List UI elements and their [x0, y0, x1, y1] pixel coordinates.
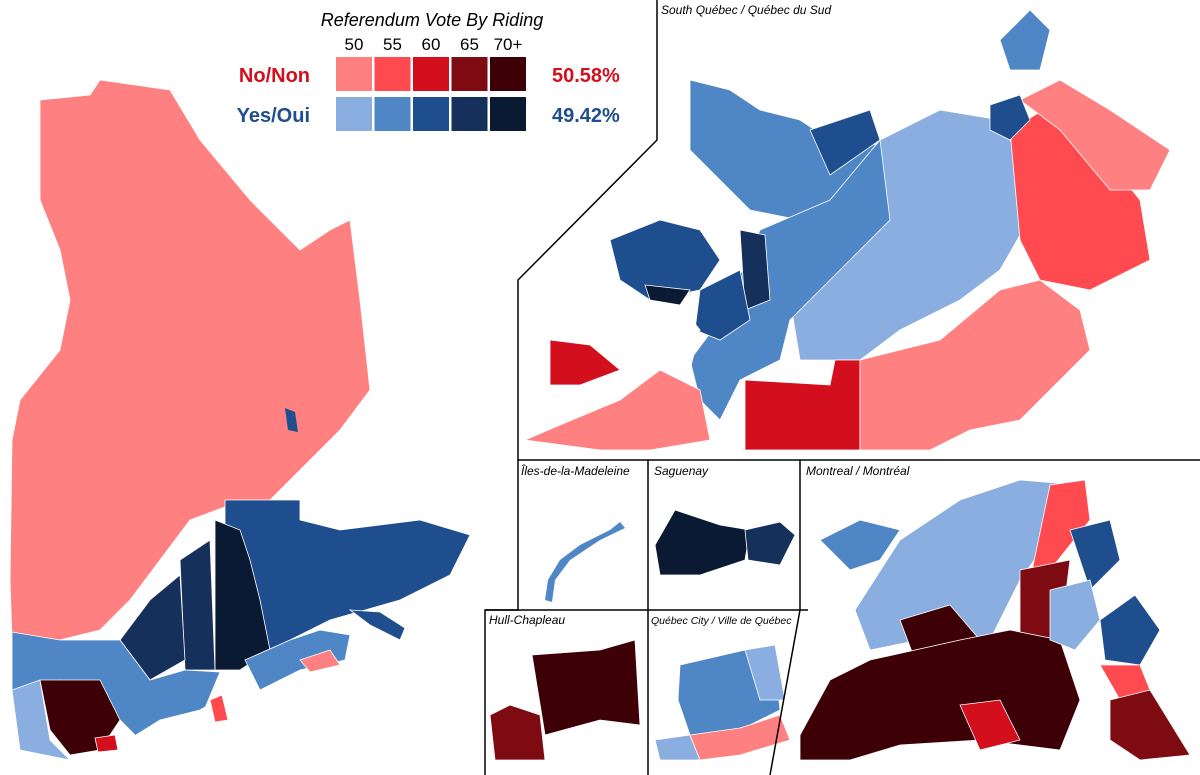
- region: [609, 219, 721, 301]
- yes-result: 49.42%: [552, 105, 620, 127]
- region: [285, 408, 298, 432]
- region: [244, 629, 351, 691]
- region: [119, 689, 241, 771]
- legend-swatch: [490, 57, 526, 91]
- south-inset: [523, 9, 1171, 451]
- region: [1109, 689, 1191, 761]
- region: [545, 522, 625, 602]
- region: [799, 629, 1081, 761]
- region: [654, 509, 751, 576]
- region: [209, 694, 229, 723]
- threshold-label: 65: [460, 35, 479, 54]
- region: [694, 269, 751, 341]
- yes-label: Yes/Oui: [237, 105, 310, 127]
- region: [744, 359, 861, 451]
- region: [689, 714, 791, 761]
- legend-swatch: [374, 97, 411, 131]
- legend-swatch: [336, 57, 372, 91]
- region: [819, 519, 901, 571]
- region: [739, 229, 771, 311]
- quebec-city-inset: [654, 644, 791, 761]
- region: [299, 649, 341, 673]
- region: [1049, 579, 1101, 651]
- threshold-label: 70+: [494, 35, 523, 54]
- inset-title: Hull-Chapleau: [489, 613, 565, 627]
- threshold-label: 50: [345, 35, 364, 54]
- region: [989, 94, 1031, 141]
- inset-title: Québec City / Ville de Québec: [651, 615, 792, 627]
- region: [523, 369, 711, 451]
- frame: [517, 0, 1200, 461]
- frame: [769, 460, 801, 775]
- region: [94, 734, 119, 753]
- region: [348, 609, 406, 641]
- legend-title: Referendum Vote By Riding: [321, 10, 543, 30]
- threshold-label: 60: [422, 35, 441, 54]
- region: [619, 304, 701, 371]
- inset-title: Saguenay: [654, 464, 709, 478]
- threshold-label: 55: [383, 35, 402, 54]
- legend-swatch: [490, 97, 526, 131]
- montreal-inset: [799, 479, 1191, 761]
- no-label: No/Non: [239, 65, 310, 87]
- region: [744, 644, 786, 701]
- no-result: 50.58%: [552, 65, 620, 87]
- madeleine-inset: [545, 522, 625, 602]
- region: [1069, 519, 1121, 591]
- region: [214, 519, 271, 671]
- legend-swatch: [451, 57, 488, 91]
- legend-swatch: [374, 57, 411, 91]
- legend-swatch: [451, 97, 488, 131]
- region: [744, 521, 796, 566]
- legend-swatch: [413, 97, 449, 131]
- legend-swatch: [413, 57, 449, 91]
- hull-inset: [489, 639, 641, 761]
- saguenay-inset: [654, 509, 796, 576]
- region: [179, 539, 216, 671]
- region: [1099, 594, 1161, 666]
- region: [859, 279, 1091, 451]
- region: [531, 639, 641, 736]
- region: [1029, 479, 1091, 581]
- region: [11, 679, 72, 761]
- inset-title: South Québec / Québec du Sud: [661, 3, 831, 17]
- region: [999, 9, 1051, 71]
- region: [959, 699, 1021, 751]
- legend: Referendum Vote By Riding No/Non Yes/Oui…: [237, 10, 620, 131]
- inset-title: Îles-de-la-Madeleine: [521, 463, 630, 478]
- main-map: [9, 79, 471, 771]
- inset-frames: [484, 0, 1200, 775]
- region: [489, 704, 546, 761]
- region: [1019, 79, 1171, 191]
- legend-swatch: [336, 97, 372, 131]
- inset-title: Montreal / Montréal: [806, 464, 910, 478]
- region: [549, 339, 621, 386]
